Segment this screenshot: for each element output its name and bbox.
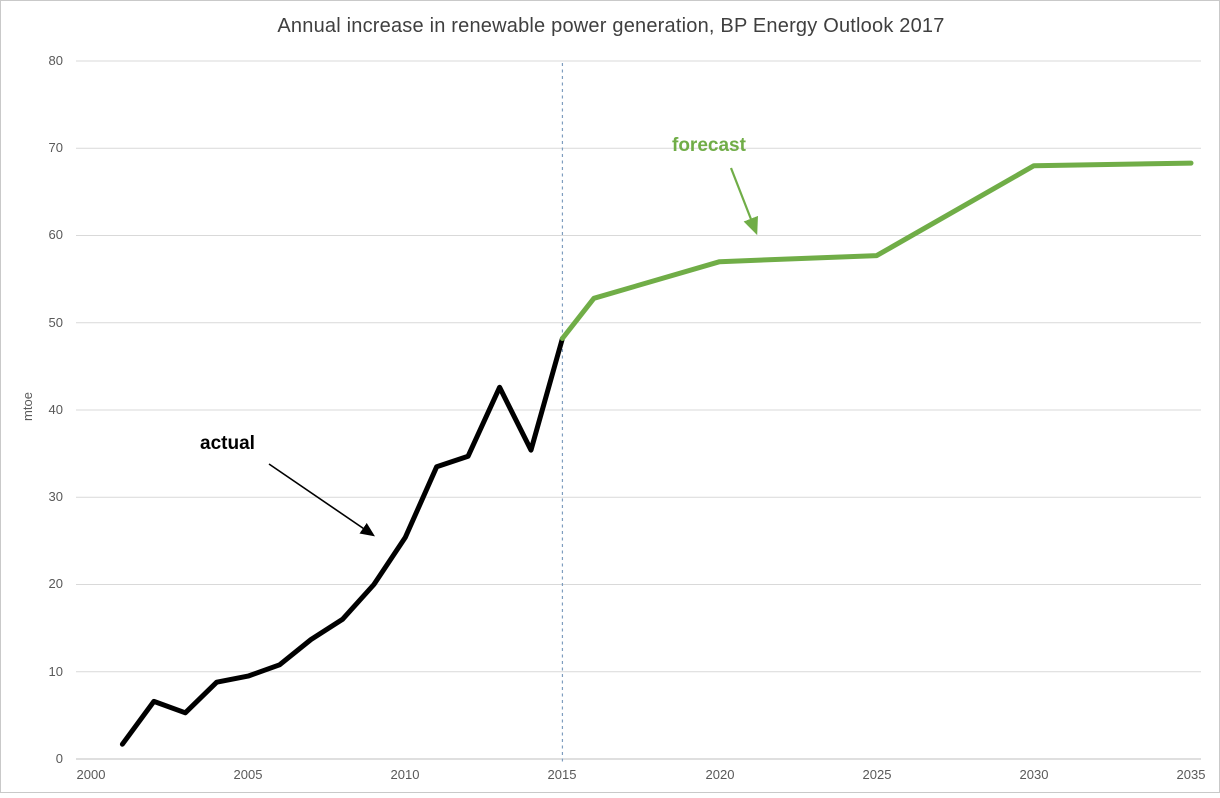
x-tick-2020: 2020	[705, 767, 735, 782]
actual-annotation-arrow	[268, 463, 375, 537]
y-tick-10: 10	[48, 664, 63, 679]
forecast-series-line	[559, 160, 1194, 341]
chart-title: Annual increase in renewable power gener…	[277, 15, 945, 37]
x-tick-2025: 2025	[862, 767, 892, 782]
x-tick-2035: 2035	[1176, 767, 1206, 782]
y-tick-70: 70	[48, 140, 63, 155]
chart-layers	[76, 60, 1201, 764]
y-tick-0: 0	[55, 751, 63, 766]
x-tick-2030: 2030	[1019, 767, 1049, 782]
y-tick-40: 40	[48, 402, 63, 417]
forecast-annotation-label: forecast	[672, 135, 746, 156]
y-axis-title: mtoe	[19, 392, 35, 421]
x-tick-2015: 2015	[547, 767, 577, 782]
actual-series-line	[119, 336, 565, 747]
x-tick-2010: 2010	[390, 767, 420, 782]
y-tick-80: 80	[48, 53, 63, 68]
y-tick-20: 20	[48, 576, 63, 591]
y-tick-50: 50	[48, 315, 63, 330]
y-tick-60: 60	[48, 227, 63, 242]
x-tick-2005: 2005	[233, 767, 263, 782]
y-tick-30: 30	[48, 489, 63, 504]
x-tick-2000: 2000	[76, 767, 106, 782]
actual-annotation-label: actual	[200, 433, 255, 454]
forecast-annotation-arrow	[729, 167, 758, 236]
